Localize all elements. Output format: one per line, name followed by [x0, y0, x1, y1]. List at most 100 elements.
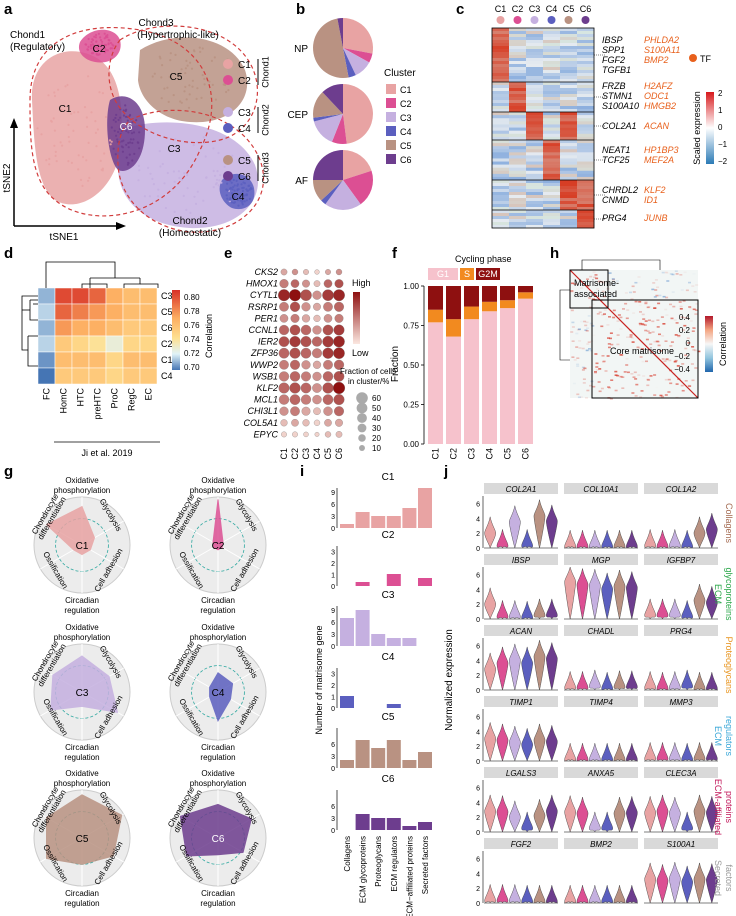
tsne-point	[86, 125, 89, 128]
dot	[290, 313, 300, 323]
violin-gene-header	[564, 554, 638, 565]
violin-category-label: Proteoglycans	[724, 636, 734, 694]
matrisome-bar-title: C5	[382, 712, 395, 723]
heatmap-cell	[560, 130, 578, 135]
heatmap-cell	[577, 70, 595, 74]
tsne-point	[95, 145, 98, 148]
heatmap-cell	[577, 207, 595, 211]
violin-c3	[589, 743, 601, 762]
heatmap-cell	[577, 85, 595, 89]
violin-c5	[693, 672, 706, 691]
violin-c3	[509, 643, 521, 691]
tsne-point	[137, 164, 140, 167]
matrisome-corr-cell	[653, 374, 657, 376]
violin-c1	[564, 743, 576, 762]
matrisome-corr-cell	[589, 322, 593, 325]
violin-gene-label: TIMP4	[589, 698, 613, 707]
tsne-point	[195, 97, 198, 100]
violin-c5	[613, 530, 626, 549]
dot-size-legend	[356, 402, 368, 414]
dot	[312, 290, 322, 300]
matrisome-corr-cell	[633, 371, 637, 374]
heatmap-cell	[492, 136, 510, 141]
heatmap-cell	[526, 43, 544, 47]
heatmap-cell	[492, 46, 510, 50]
heatmap-cell	[560, 183, 578, 187]
violin-c3	[669, 671, 681, 691]
corr-col-label: ProC	[110, 388, 120, 409]
dot	[289, 324, 301, 336]
heatmap-cell	[509, 67, 527, 71]
heatmap-cell	[543, 97, 561, 101]
tsne-point	[128, 114, 131, 118]
heatmap-cell	[509, 210, 527, 214]
heatmap-cell	[509, 198, 527, 202]
matrisome-corr-cell	[640, 348, 644, 350]
tsne-point	[99, 39, 103, 42]
matrisome-corr-cell	[695, 303, 699, 305]
violin-c4	[521, 885, 533, 904]
heatmap-cell	[509, 155, 527, 159]
dot	[278, 324, 290, 336]
heatmap-col-dot-c4	[547, 16, 556, 24]
matrisome-corr-cell	[652, 282, 656, 284]
violin-y-tick: 4	[476, 658, 480, 665]
violin-c3	[669, 529, 681, 549]
radar-axis-label: regulation	[200, 606, 235, 615]
tsne-point	[230, 201, 234, 204]
matrisome-corr-cell	[655, 387, 658, 389]
heatmap-cell	[543, 219, 561, 223]
matrisome-corr-cell	[608, 346, 611, 349]
heatmap-cell	[560, 79, 578, 83]
legend-group-label: Chond2	[260, 104, 270, 136]
tsne-point	[60, 108, 63, 112]
violin-c6	[626, 670, 638, 691]
matrisome-corr-cell	[664, 271, 668, 274]
dot	[278, 347, 290, 359]
heatmap-cell	[526, 161, 544, 165]
matrisome-bar	[355, 582, 370, 586]
matrisome-corr-cell	[608, 387, 611, 389]
heatmap-cell	[526, 49, 544, 53]
panel-letter-j: j	[443, 463, 448, 480]
matrisome-legend-title: Correlation	[718, 322, 728, 366]
heatmap-cell	[509, 201, 527, 205]
matrisome-corr-cell	[670, 317, 674, 320]
heatmap-cell	[526, 149, 544, 153]
dot-gene-label: COL5A1	[243, 418, 278, 428]
dot	[278, 371, 290, 382]
heatmap-cell	[526, 76, 544, 80]
heatmap-cell	[526, 207, 544, 211]
heatmap-cell	[577, 225, 595, 229]
radar-axis-label: Circadian	[65, 889, 99, 898]
matrisome-corr-cell	[658, 294, 662, 297]
matrisome-corr-cell	[643, 324, 647, 326]
dot	[335, 268, 343, 276]
pie-slice-c4	[321, 180, 343, 205]
cycling-x-label: C1	[431, 448, 441, 460]
heatmap-cell	[543, 213, 561, 217]
heatmap-cell	[509, 97, 527, 101]
violin-gene-header	[484, 625, 558, 636]
matrisome-bar	[340, 760, 354, 768]
tsne-point	[77, 111, 80, 114]
dot	[335, 418, 343, 427]
tsne-point	[236, 183, 239, 186]
heatmap-cell	[526, 58, 544, 62]
heatmap-cell	[509, 31, 527, 35]
violin-y-tick: 0	[476, 830, 480, 837]
heatmap-cell	[509, 170, 527, 175]
heatmap-cell	[509, 121, 527, 125]
cycling-bar-g1	[446, 336, 461, 444]
matrisome-corr-cell	[608, 316, 611, 318]
heatmap-border	[491, 27, 595, 229]
tsne-point	[213, 56, 216, 59]
legend-dot-c2	[223, 75, 233, 85]
violin-y-tick: 0	[476, 759, 480, 766]
corr-cell	[88, 287, 107, 305]
radar-axis-label: phosphorylation	[190, 633, 246, 642]
dot	[290, 279, 300, 288]
heatmap-col-label: C3	[529, 4, 541, 14]
